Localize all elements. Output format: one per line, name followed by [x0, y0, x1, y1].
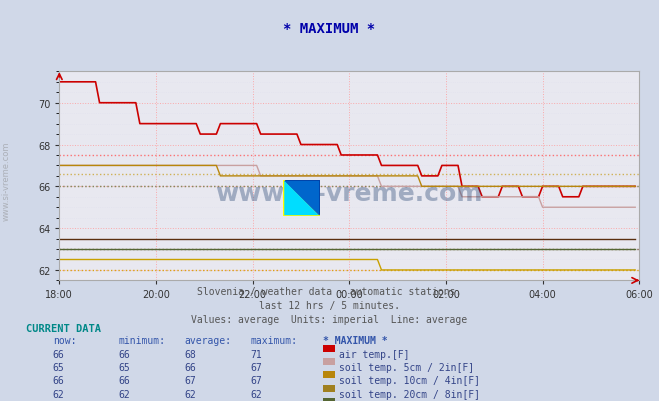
- Text: 67: 67: [250, 362, 262, 372]
- Text: 66: 66: [53, 349, 65, 359]
- Text: 68: 68: [185, 349, 196, 359]
- Polygon shape: [283, 180, 320, 217]
- Polygon shape: [284, 181, 319, 216]
- Text: 67: 67: [250, 375, 262, 385]
- Bar: [302, 180, 320, 198]
- Text: 62: 62: [53, 389, 65, 399]
- Text: CURRENT DATA: CURRENT DATA: [26, 323, 101, 333]
- Text: 62: 62: [185, 389, 196, 399]
- Text: www.si-vreme.com: www.si-vreme.com: [2, 141, 11, 220]
- Text: * MAXIMUM *: * MAXIMUM *: [323, 336, 387, 346]
- Text: Slovenia / weather data - automatic stations.
last 12 hrs / 5 minutes.
Values: a: Slovenia / weather data - automatic stat…: [191, 287, 468, 325]
- Text: 71: 71: [250, 349, 262, 359]
- Text: 66: 66: [119, 375, 130, 385]
- Bar: [302, 198, 320, 217]
- Text: soil temp. 20cm / 8in[F]: soil temp. 20cm / 8in[F]: [339, 389, 480, 399]
- Text: 62: 62: [250, 389, 262, 399]
- Text: minimum:: minimum:: [119, 336, 165, 346]
- Text: 66: 66: [185, 362, 196, 372]
- Text: air temp.[F]: air temp.[F]: [339, 349, 410, 359]
- Text: soil temp. 10cm / 4in[F]: soil temp. 10cm / 4in[F]: [339, 375, 480, 385]
- Text: average:: average:: [185, 336, 231, 346]
- Bar: [283, 180, 302, 198]
- Text: soil temp. 5cm / 2in[F]: soil temp. 5cm / 2in[F]: [339, 362, 474, 372]
- Text: now:: now:: [53, 336, 76, 346]
- Text: 62: 62: [119, 389, 130, 399]
- Text: 66: 66: [119, 349, 130, 359]
- Polygon shape: [284, 181, 319, 216]
- Text: * MAXIMUM *: * MAXIMUM *: [283, 22, 376, 36]
- Text: 65: 65: [53, 362, 65, 372]
- Text: www.si-vreme.com: www.si-vreme.com: [215, 181, 483, 205]
- Polygon shape: [284, 181, 319, 216]
- Polygon shape: [283, 180, 320, 217]
- Polygon shape: [283, 180, 320, 217]
- Text: 67: 67: [185, 375, 196, 385]
- Text: 65: 65: [119, 362, 130, 372]
- Bar: [283, 198, 302, 217]
- Text: maximum:: maximum:: [250, 336, 297, 346]
- Text: 66: 66: [53, 375, 65, 385]
- Polygon shape: [284, 181, 319, 216]
